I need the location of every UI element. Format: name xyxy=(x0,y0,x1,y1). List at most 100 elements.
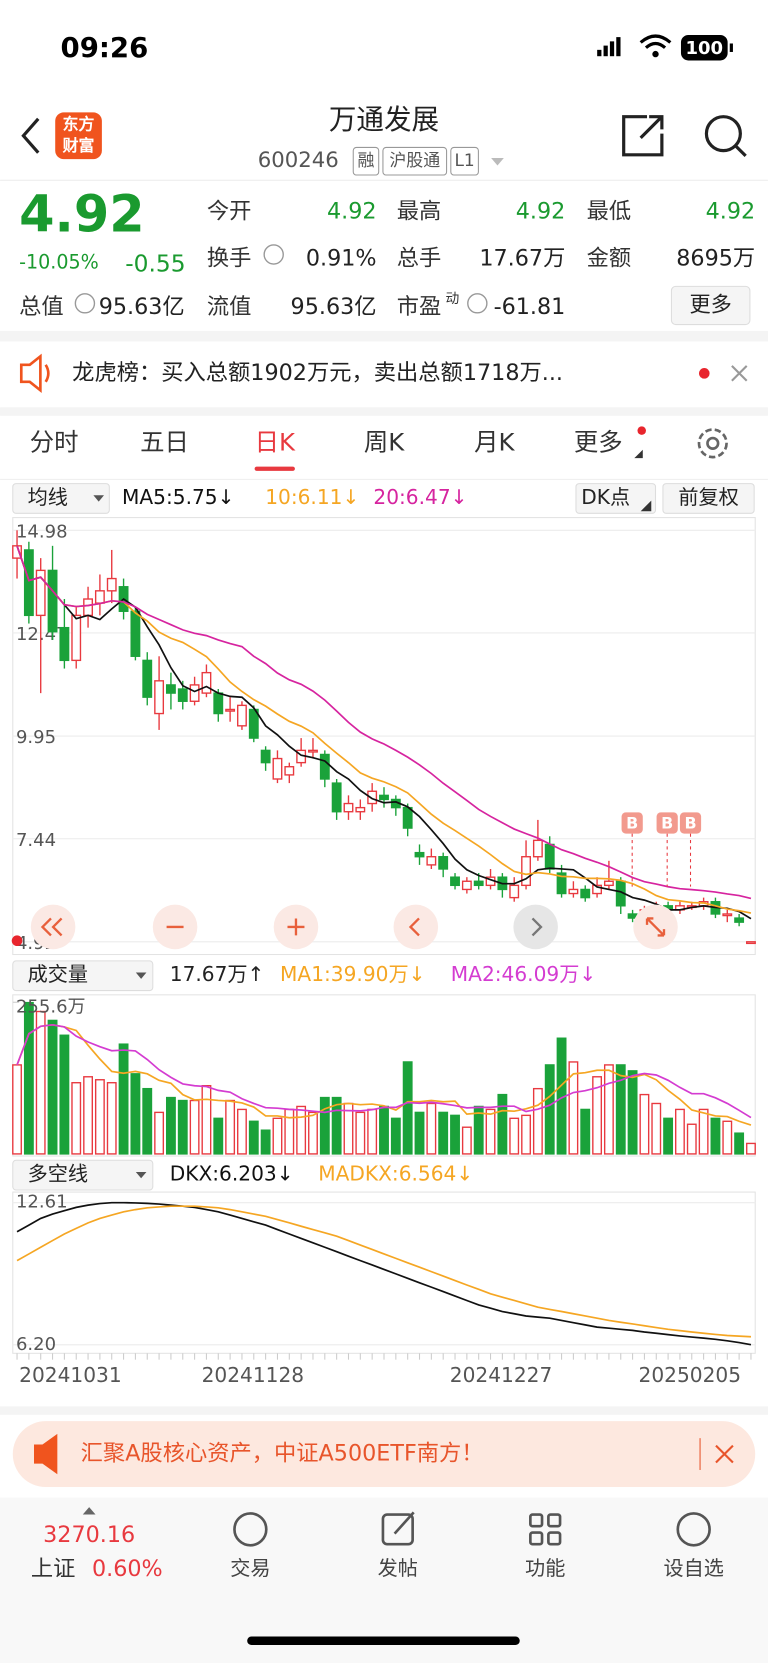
back-button[interactable] xyxy=(21,117,40,154)
ad-close[interactable] xyxy=(715,1444,734,1464)
nav-item[interactable]: 交易 xyxy=(230,1556,270,1580)
volume-bar xyxy=(154,1111,165,1155)
field-value: -61.81 xyxy=(494,294,566,320)
tag: 融 xyxy=(357,150,374,170)
tab-dot xyxy=(637,426,646,435)
volume-bar xyxy=(686,1123,697,1155)
volume-bar xyxy=(390,1117,401,1155)
volume-bar xyxy=(260,1129,271,1155)
signal: B xyxy=(626,814,638,833)
volume-bar xyxy=(130,1073,141,1155)
tab-underline xyxy=(254,466,295,471)
field-value: 95.63亿 xyxy=(291,294,377,320)
candle-body xyxy=(568,888,579,895)
volume-bar xyxy=(698,1108,709,1155)
indicator-select[interactable] xyxy=(12,483,110,514)
volume-bar xyxy=(165,1096,176,1155)
madkx-line xyxy=(16,1205,752,1338)
nav-item[interactable]: 功能 xyxy=(525,1556,565,1580)
volume-bar xyxy=(142,1087,153,1155)
notice-text: 龙虎榜：买入总额1902万元，卖出总额1718万... xyxy=(72,360,563,386)
volume-bar xyxy=(308,1111,318,1155)
volume-bar xyxy=(580,1108,591,1155)
y-tick-label: 7.44 xyxy=(16,830,56,851)
field-label: 换手 xyxy=(207,245,252,271)
volume-bar xyxy=(651,1102,662,1155)
caret xyxy=(135,972,147,979)
dkx-legend: MADKX:6.564↓ xyxy=(318,1162,473,1186)
ma-legend: MA1:39.90万↓ xyxy=(280,962,425,986)
field-label: 总值 xyxy=(19,294,64,320)
volume-bar xyxy=(296,1105,307,1155)
notice-close[interactable] xyxy=(731,365,748,382)
candle-body xyxy=(556,872,567,895)
chart-button[interactable] xyxy=(513,904,558,950)
field-label: 今开 xyxy=(207,199,252,225)
candle-body xyxy=(592,884,603,895)
indicator-name: 均线 xyxy=(28,485,68,509)
adjust-button[interactable] xyxy=(662,483,755,514)
battery: 100 xyxy=(685,38,723,59)
nav-item[interactable]: 设自选 xyxy=(663,1556,723,1580)
indicator-select[interactable] xyxy=(12,1159,154,1191)
home-indicator xyxy=(247,1636,520,1645)
dkx-legend: DKX:6.203↓ xyxy=(170,1162,294,1186)
chart-button-icon xyxy=(645,917,666,937)
volume-bar xyxy=(710,1117,721,1155)
candle-body xyxy=(248,708,259,739)
ma-legend: MA5:5.75↓ xyxy=(122,485,234,509)
volume-bar xyxy=(568,1061,579,1155)
share-button[interactable] xyxy=(622,115,664,157)
signal: B xyxy=(661,814,673,833)
field-label: 流值 xyxy=(207,294,252,320)
nav-item[interactable]: 发帖 xyxy=(378,1556,418,1580)
volume-bar xyxy=(509,1117,520,1155)
volume-bar xyxy=(23,1001,34,1155)
volume-bar xyxy=(663,1117,674,1155)
candle-body xyxy=(272,757,283,780)
volume-bar xyxy=(225,1099,236,1155)
price: 4.92 xyxy=(19,185,145,244)
volume-bar xyxy=(414,1111,425,1155)
date-label: 20241128 xyxy=(202,1363,305,1387)
ma-line xyxy=(16,545,752,920)
candle-body xyxy=(450,876,460,887)
ad-banner[interactable] xyxy=(12,1421,756,1487)
settings-button[interactable] xyxy=(697,428,728,459)
caret xyxy=(640,500,652,512)
indicator-select[interactable] xyxy=(12,960,154,992)
status-icons xyxy=(597,34,733,61)
dk-button[interactable] xyxy=(575,483,657,514)
volume-bar xyxy=(106,1082,117,1155)
candle-body xyxy=(177,688,188,702)
candle-body xyxy=(154,680,165,715)
notice-icon xyxy=(19,353,50,394)
candle-body xyxy=(544,843,555,870)
field-value: 17.67万 xyxy=(479,245,565,271)
candle-body xyxy=(367,790,378,805)
candle-body xyxy=(402,806,413,829)
search-button[interactable] xyxy=(704,115,747,158)
field-value: 4.92 xyxy=(516,199,566,225)
volume-bar xyxy=(59,1034,70,1155)
volume-bar xyxy=(35,1010,46,1155)
candle-body xyxy=(83,598,93,617)
candle-body xyxy=(284,766,295,776)
more-button[interactable] xyxy=(670,285,751,326)
clock: 09:26 xyxy=(61,31,149,64)
candle-body xyxy=(142,659,153,698)
ma-legend: 10:6.11↓ xyxy=(265,485,359,509)
notice-dot xyxy=(698,368,710,379)
dkx-line xyxy=(16,1201,752,1346)
price-dot xyxy=(11,935,23,947)
volume-bar xyxy=(722,1120,733,1155)
volume-bar xyxy=(331,1096,342,1155)
volume-bar xyxy=(201,1084,212,1155)
ad-icon xyxy=(34,1433,58,1475)
candle-body xyxy=(106,577,117,592)
volume-bar xyxy=(473,1105,484,1155)
chart-button[interactable] xyxy=(393,904,439,950)
y-tick-label: 14.98 xyxy=(16,521,68,542)
field-value: 4.92 xyxy=(706,199,756,225)
field-value: 95.63亿 xyxy=(99,294,185,320)
